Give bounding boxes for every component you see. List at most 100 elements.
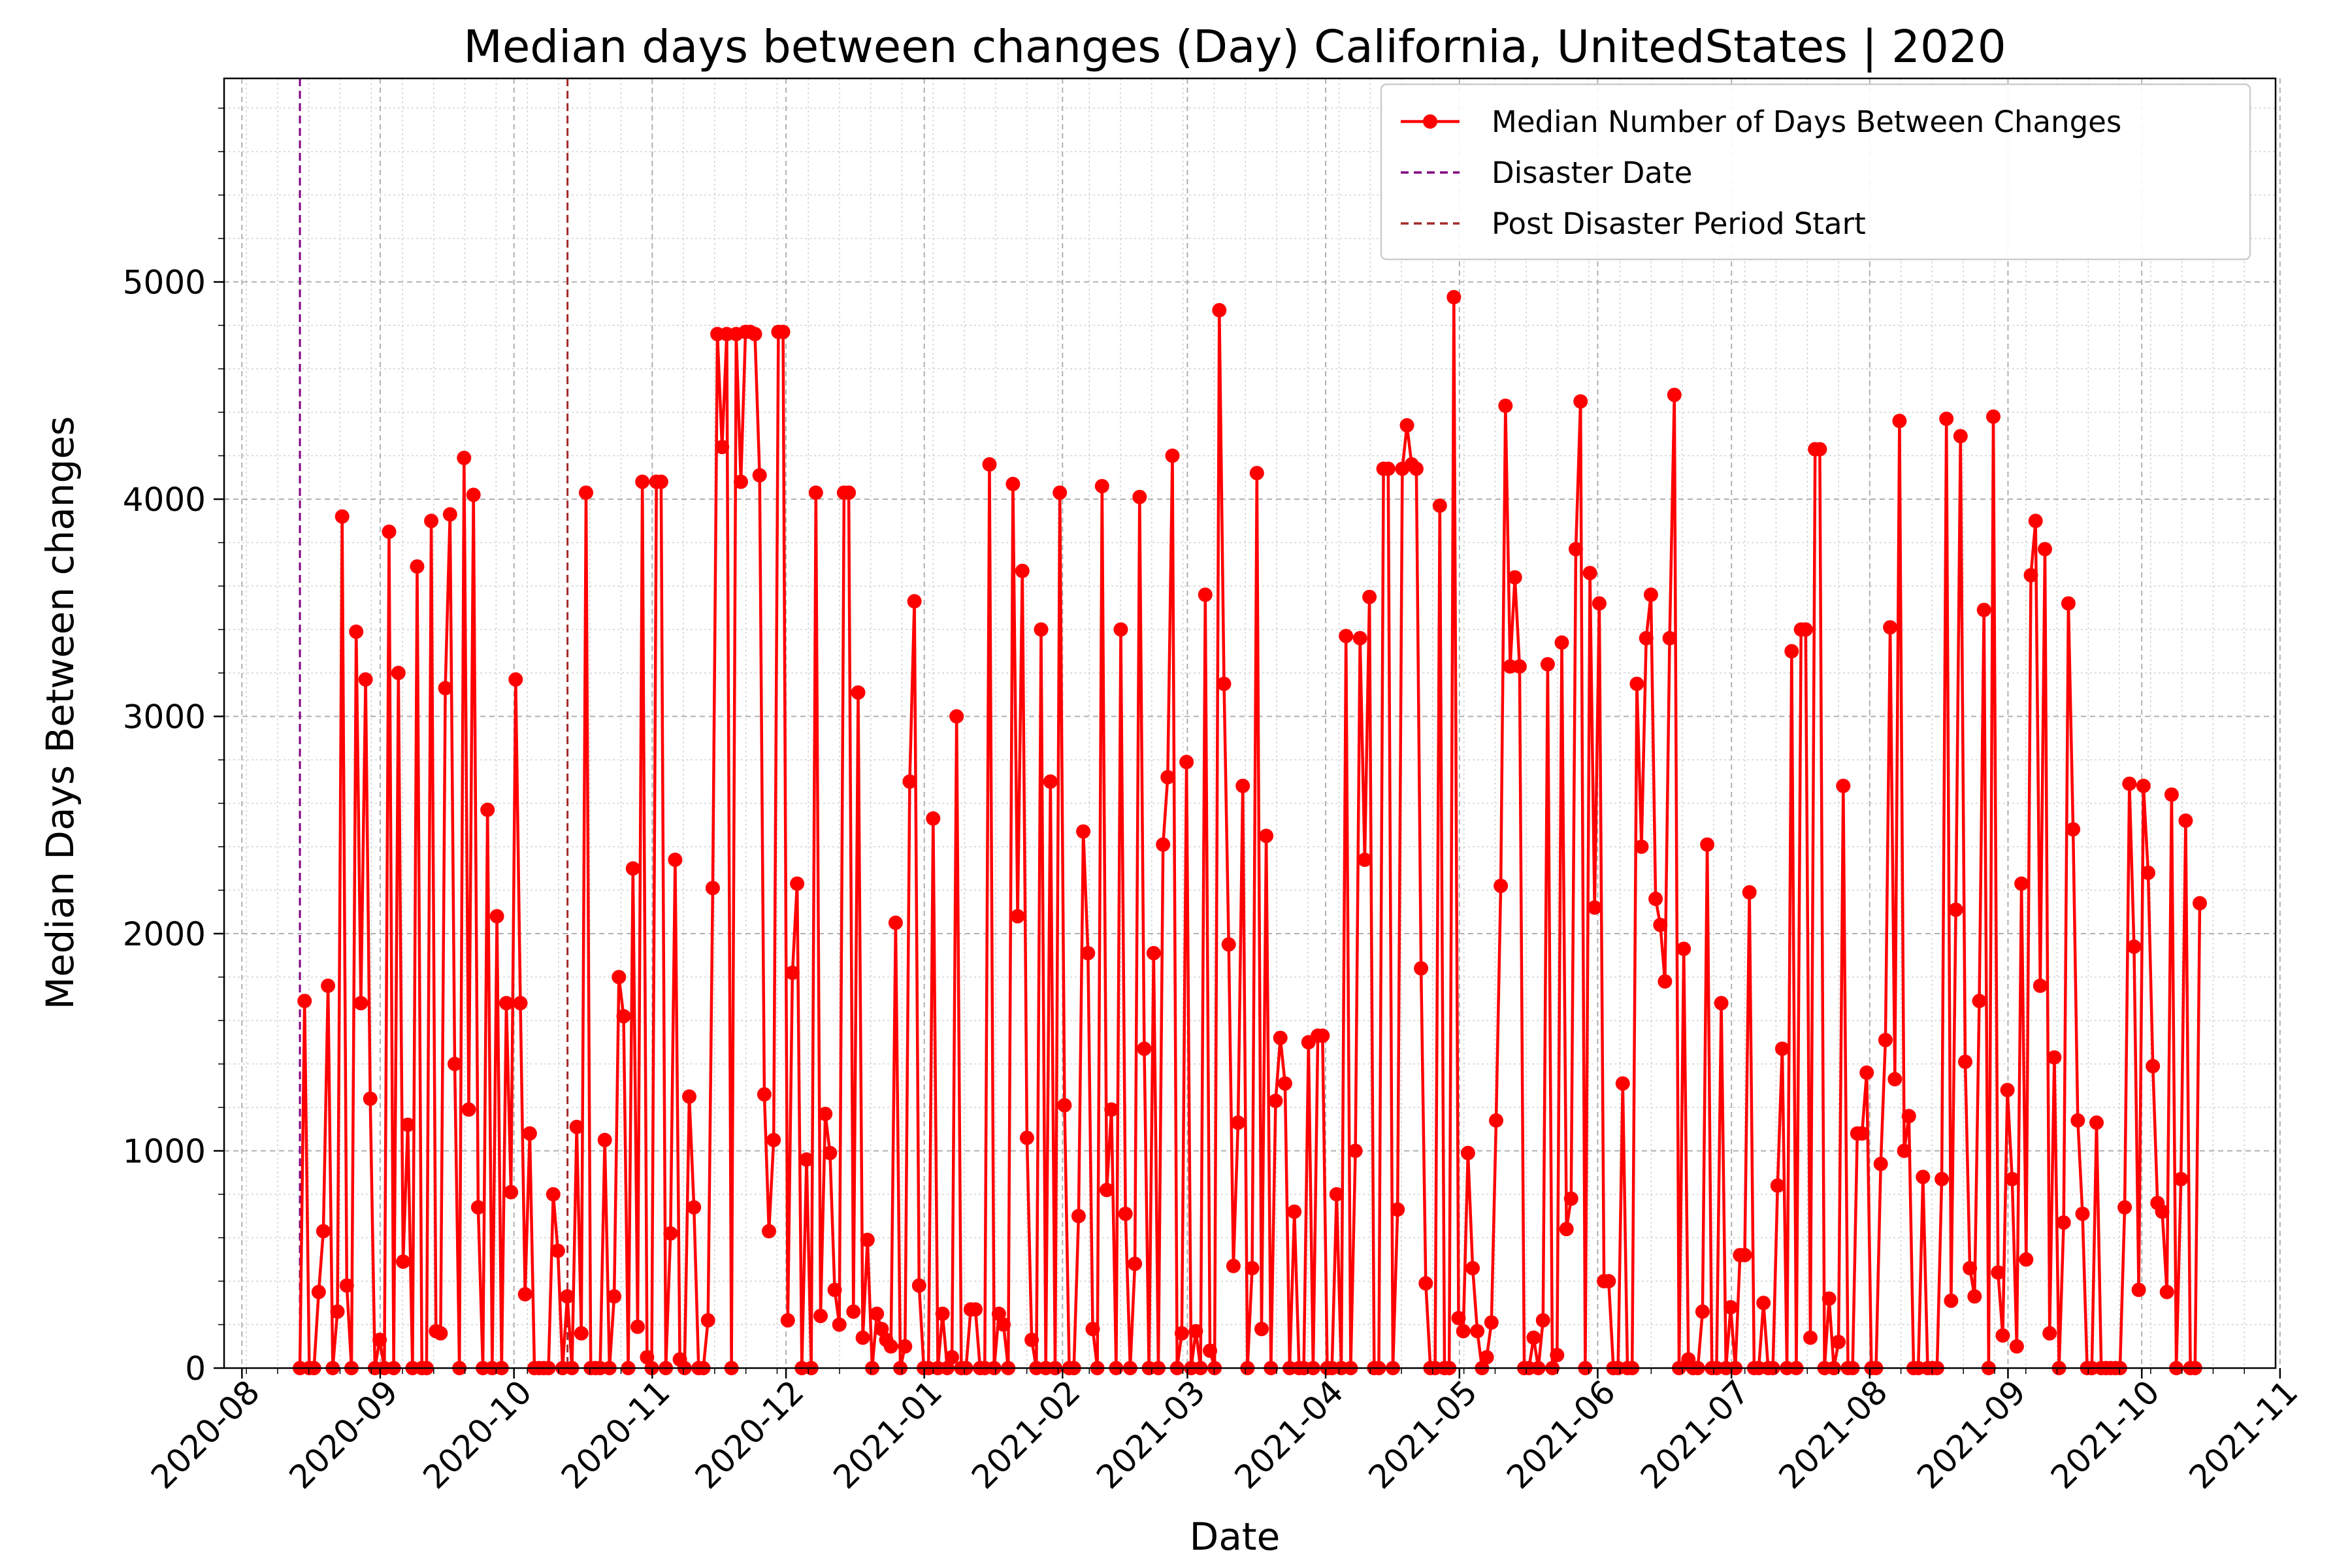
data-point: [396, 1254, 410, 1269]
data-point: [1160, 770, 1175, 785]
data-point: [668, 853, 683, 867]
data-point: [1784, 644, 1799, 659]
data-point: [1695, 1304, 1710, 1319]
data-point: [1798, 622, 1813, 637]
data-point: [1803, 1330, 1818, 1345]
data-point: [2023, 568, 2038, 583]
data-point: [682, 1089, 696, 1104]
data-point: [489, 909, 504, 924]
data-point: [1081, 945, 1096, 960]
data-point: [907, 594, 922, 609]
data-point: [499, 996, 514, 1011]
data-point: [1245, 1261, 1260, 1276]
data-point: [1362, 589, 1377, 604]
data-point: [448, 1056, 462, 1071]
data-point: [1821, 1291, 1837, 1306]
data-point: [2146, 1058, 2161, 1073]
data-point: [705, 881, 720, 896]
data-point: [2000, 1083, 2015, 1098]
data-point: [625, 861, 640, 876]
data-point: [1094, 479, 1109, 494]
data-point: [1085, 1322, 1100, 1337]
data-point: [424, 514, 439, 529]
data-point: [1226, 1258, 1241, 1273]
data-point: [747, 327, 762, 342]
data-point: [2164, 787, 2179, 802]
data-point: [579, 485, 593, 500]
data-point: [653, 474, 668, 489]
data-point: [1615, 1076, 1630, 1091]
data-point: [1100, 1183, 1114, 1198]
data-point: [1489, 1113, 1503, 1128]
data-point: [2174, 1171, 2189, 1186]
data-point: [358, 672, 373, 687]
data-point: [888, 915, 903, 930]
data-point: [1418, 1276, 1433, 1291]
data-point: [517, 1287, 532, 1301]
data-point: [1010, 909, 1025, 924]
data-point: [1991, 1265, 2006, 1280]
data-point: [1498, 399, 1513, 414]
data-point: [400, 1117, 416, 1132]
data-point: [1348, 1143, 1363, 1158]
data-point: [1550, 1348, 1565, 1363]
data-point: [508, 672, 523, 687]
data-point: [1540, 657, 1555, 672]
data-point: [2056, 1215, 2071, 1230]
data-point: [1494, 878, 1509, 893]
data-point: [1559, 1222, 1574, 1237]
data-point: [1414, 961, 1429, 976]
data-point: [827, 1282, 842, 1298]
data-point: [597, 1132, 612, 1147]
x-axis-title: Date: [1190, 1514, 1281, 1559]
data-point: [321, 978, 336, 993]
data-point: [1460, 1145, 1475, 1160]
data-point: [1512, 659, 1527, 674]
data-point: [330, 1304, 345, 1319]
data-point: [2155, 1204, 2170, 1219]
data-series: [293, 289, 2207, 1375]
legend-label-median: Median Number of Days Between Changes: [1492, 105, 2121, 139]
data-point: [1939, 412, 1954, 426]
data-point: [560, 1289, 575, 1304]
series-line: [298, 295, 2202, 1370]
data-point: [1203, 1343, 1217, 1358]
data-point: [1446, 289, 1462, 304]
data-point: [630, 1319, 645, 1334]
data-point: [2193, 896, 2207, 911]
data-point: [382, 524, 397, 539]
data-point: [785, 965, 800, 980]
data-point: [663, 1226, 678, 1241]
data-point: [1948, 902, 1963, 917]
data-point: [1352, 630, 1367, 645]
data-point: [2159, 1284, 2174, 1299]
data-point: [813, 1309, 828, 1324]
data-point: [1756, 1296, 1771, 1311]
data-point: [1235, 778, 1250, 793]
y-tick-label: 1000: [123, 1133, 206, 1171]
data-point: [1470, 1324, 1485, 1339]
data-point: [757, 1087, 772, 1102]
data-point: [1592, 596, 1607, 611]
data-point: [1643, 587, 1658, 602]
chart-title: Median days between changes (Day) Califo…: [463, 21, 2006, 73]
data-point: [687, 1200, 702, 1215]
data-point: [2028, 514, 2043, 529]
data-point: [1217, 676, 1232, 691]
data-point: [1569, 542, 1583, 557]
legend-label-post-disaster: Post Disaster Period Start: [1492, 206, 1866, 241]
data-point: [550, 1243, 565, 1258]
data-point: [1156, 837, 1171, 852]
data-point: [945, 1350, 960, 1365]
data-point: [1883, 620, 1898, 635]
data-point: [799, 1152, 814, 1167]
data-point: [898, 1339, 913, 1354]
data-point: [1399, 418, 1414, 433]
data-point: [1855, 1126, 1869, 1141]
data-point: [461, 1102, 476, 1117]
data-point: [1188, 1324, 1203, 1339]
data-point: [911, 1278, 926, 1293]
data-point: [1456, 1324, 1471, 1339]
data-point: [2178, 813, 2193, 828]
